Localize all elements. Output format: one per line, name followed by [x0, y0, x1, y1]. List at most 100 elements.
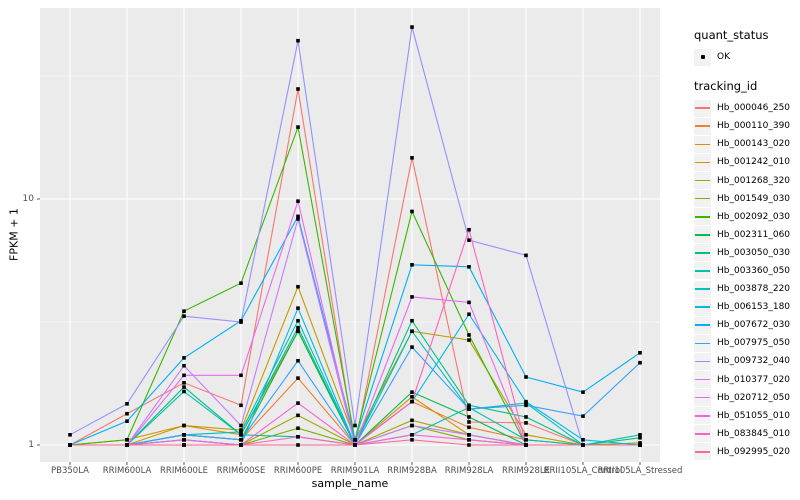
legend-key-box	[694, 443, 711, 461]
data-point	[182, 356, 186, 360]
data-point	[410, 156, 414, 160]
data-point	[239, 373, 243, 378]
line-swatch-icon	[695, 451, 710, 453]
data-point	[638, 360, 642, 365]
x-tick-label: RRIM600PE	[273, 466, 323, 476]
x-tick-label: RRIM600SE	[216, 466, 266, 476]
plot-panel	[40, 8, 660, 462]
legend-key-box	[694, 316, 711, 334]
data-point	[410, 329, 414, 334]
data-point	[353, 423, 357, 428]
data-point	[239, 433, 243, 437]
legend-item-Hb_000110_390: Hb_000110_390	[694, 117, 800, 135]
data-point	[182, 385, 186, 389]
legend-item-Hb_006153_180: Hb_006153_180	[694, 298, 800, 316]
data-point	[125, 437, 129, 442]
data-point	[296, 329, 300, 334]
x-tick-label: RRIM901LA	[330, 466, 380, 476]
legend-key-box	[694, 334, 711, 352]
line-swatch-icon	[695, 433, 710, 435]
legend-item-Hb_051055_010: Hb_051055_010	[694, 407, 800, 425]
data-point	[467, 403, 471, 408]
data-point	[524, 399, 528, 404]
data-point	[296, 306, 300, 310]
data-point	[182, 433, 186, 437]
data-point	[410, 318, 414, 323]
legend-key-box	[694, 99, 711, 117]
data-point	[296, 284, 300, 289]
line-swatch-icon	[695, 342, 710, 345]
line-swatch-icon	[695, 125, 710, 128]
data-point	[524, 253, 528, 258]
data-point	[467, 407, 471, 411]
legend-item-label: Hb_007975_050	[717, 338, 791, 349]
x-tick-label: PB350LA	[51, 466, 89, 476]
data-point	[581, 443, 585, 447]
data-point	[239, 281, 243, 285]
legend-item-label: Hb_003050_030	[717, 247, 791, 258]
data-point	[524, 403, 528, 408]
data-point	[296, 325, 300, 330]
legend-key-box	[694, 244, 711, 262]
legend-key-box	[694, 226, 711, 244]
line-swatch-icon	[695, 161, 710, 164]
line-swatch-icon	[695, 234, 710, 236]
x-tick-label: RRIM600LA	[102, 466, 152, 476]
legend-item-label: Hb_002311_060	[717, 229, 791, 240]
line-swatch-icon	[695, 197, 710, 200]
legend-item-label: Hb_001549_030	[717, 193, 791, 204]
data-point	[68, 443, 72, 447]
data-point	[296, 426, 300, 431]
data-point	[581, 437, 585, 442]
data-point	[296, 217, 300, 221]
data-point	[467, 227, 471, 232]
data-point	[182, 389, 186, 394]
data-point	[182, 423, 186, 428]
data-point	[410, 390, 414, 394]
data-point	[467, 333, 471, 337]
legend-item-label: OK	[717, 52, 730, 63]
data-point	[410, 437, 414, 442]
data-point	[125, 419, 129, 423]
data-point	[353, 437, 357, 442]
line-swatch-icon	[695, 414, 710, 417]
line-swatch-icon	[695, 107, 710, 109]
data-point	[239, 320, 243, 324]
line-swatch-icon	[695, 143, 710, 146]
data-point	[239, 428, 243, 432]
y-axis-title: FPKM + 1	[7, 208, 21, 261]
data-point	[524, 437, 528, 442]
legend-item-Hb_003360_050: Hb_003360_050	[694, 262, 800, 280]
legend-key-box	[694, 208, 711, 226]
data-point	[467, 420, 471, 424]
legend-key-box	[694, 135, 711, 153]
data-point	[524, 421, 528, 425]
line-swatch-icon	[695, 324, 710, 327]
data-point	[182, 309, 186, 313]
data-point	[239, 443, 243, 447]
data-point	[524, 443, 528, 447]
data-point	[239, 403, 243, 408]
data-point	[239, 437, 243, 442]
data-point	[182, 314, 186, 318]
data-point	[410, 399, 414, 404]
legend-item-Hb_002311_060: Hb_002311_060	[694, 226, 800, 244]
data-point	[467, 312, 471, 317]
data-point	[296, 87, 300, 91]
data-point	[524, 415, 528, 419]
data-point	[467, 425, 471, 430]
line-swatch-icon	[695, 378, 710, 381]
legend-item-label: Hb_006153_180	[717, 302, 791, 313]
legend-key-box	[694, 280, 711, 298]
data-point	[410, 423, 414, 428]
x-axis-title: sample_name	[311, 477, 389, 490]
legend: quant_status OK tracking_id Hb_000046_25…	[694, 28, 800, 461]
data-point	[239, 430, 243, 434]
data-point	[296, 434, 300, 439]
data-point	[182, 363, 186, 368]
legend-key-box	[694, 389, 711, 407]
legend-tracking-items: Hb_000046_250 Hb_000110_390 Hb_000143_020 H…	[694, 99, 800, 461]
data-point	[467, 433, 471, 437]
line-swatch-icon	[695, 306, 710, 308]
